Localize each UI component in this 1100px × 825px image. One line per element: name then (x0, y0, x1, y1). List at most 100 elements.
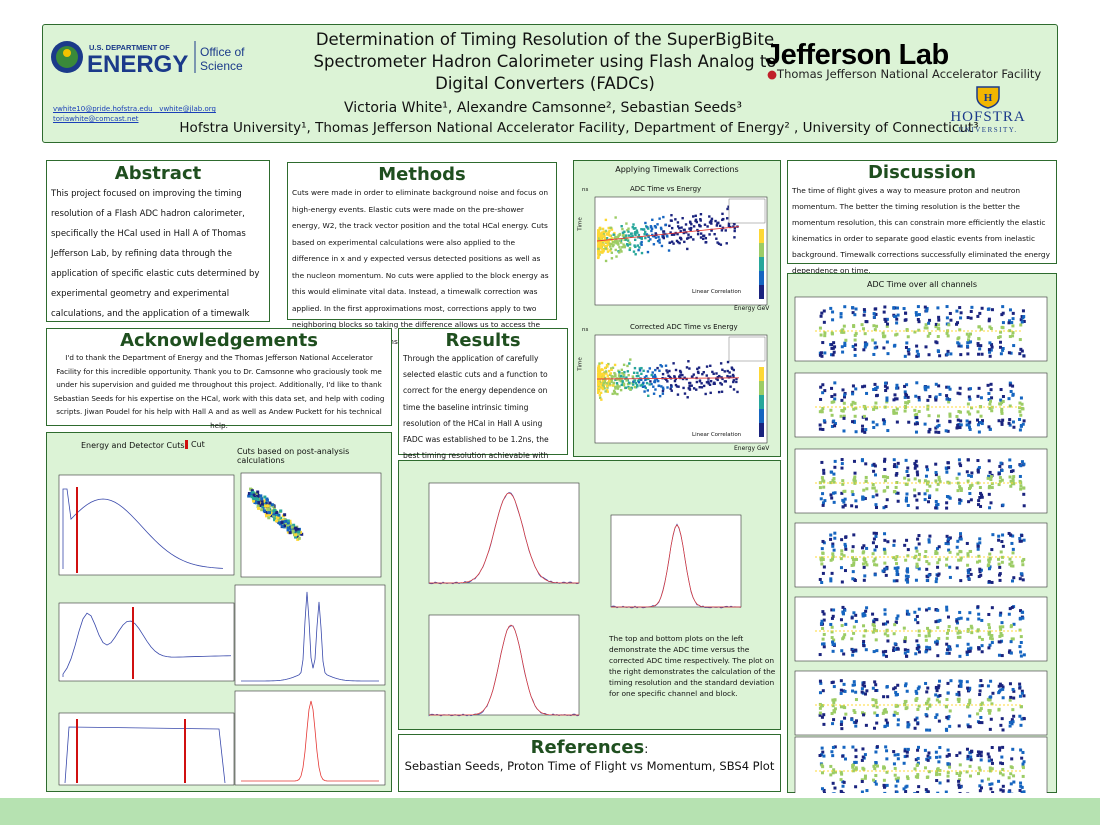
channel-cell (958, 410, 962, 414)
channel-cell (948, 412, 952, 416)
channel-cell (976, 629, 980, 633)
heat-cell (642, 228, 646, 231)
channel-cell (1018, 536, 1022, 540)
channel-cell (905, 775, 909, 779)
poster-affiliations: Hofstra University¹, Thomas Jefferson Na… (179, 120, 979, 136)
heat-cell (615, 255, 618, 258)
channel-cell (830, 712, 834, 716)
channel-cell (968, 611, 972, 615)
channel-cell (851, 577, 855, 581)
email-links[interactable]: vwhite10@pride.hofstra.edu vwhite@jlab.o… (53, 104, 216, 124)
channel-cell (935, 488, 939, 492)
heat-cell (597, 383, 600, 387)
channel-cell (1012, 714, 1016, 718)
channel-cell (850, 616, 854, 620)
channel-cell (830, 331, 834, 335)
heat-cell (652, 243, 656, 246)
heat-cell (661, 234, 664, 238)
heat-cell (683, 376, 686, 379)
channel-cell (829, 306, 833, 310)
channel-cell (823, 389, 827, 393)
channel-cell (1019, 347, 1023, 351)
channel-cell (903, 640, 907, 644)
channel-cell (978, 752, 982, 756)
channel-cell (989, 787, 993, 791)
heat-cell (618, 245, 621, 249)
channel-cell (999, 611, 1003, 615)
channel-cell (966, 344, 970, 348)
channel-cell (924, 550, 928, 554)
heat-cell (614, 392, 617, 395)
channel-cell (862, 488, 866, 492)
channel-cell (937, 719, 941, 723)
channel-cell (946, 349, 950, 353)
heat-cell (700, 382, 703, 385)
channel-cell (968, 397, 972, 401)
channel-cell (990, 343, 994, 347)
heat-cell (606, 386, 609, 389)
channel-cell (896, 683, 900, 687)
heat-cell (662, 215, 665, 219)
heat-cell (650, 227, 654, 231)
heat-cell (602, 243, 605, 246)
channel-cell (883, 317, 887, 321)
channel-cell (967, 473, 971, 477)
channel-cell (925, 648, 929, 652)
heat-cell (705, 381, 709, 384)
channel-cell (1011, 720, 1015, 724)
heat-cell (637, 248, 640, 252)
heat-cell (643, 385, 646, 388)
channel-cell (980, 422, 984, 426)
channel-cell (980, 779, 984, 783)
channel-cell (976, 542, 980, 546)
channel-cell (955, 644, 959, 648)
channel-cell (969, 474, 973, 478)
channel-cell (833, 459, 837, 463)
email-2[interactable]: vwhite@jlab.org (159, 105, 216, 113)
heat-cell (597, 370, 601, 373)
channel-cell (1018, 577, 1022, 581)
channel-cell (833, 422, 837, 426)
channel-cell (871, 612, 875, 616)
channel-cell (1000, 468, 1004, 472)
colorbar-cell (759, 381, 764, 395)
channel-cell (860, 690, 864, 694)
channel-cell (936, 502, 940, 506)
channel-cell (865, 391, 869, 395)
channel-cell (1008, 423, 1012, 427)
channel-cell (1010, 757, 1014, 761)
channel-cell (871, 486, 875, 490)
channel-cell (927, 751, 931, 755)
heat-cell (634, 386, 638, 389)
channel-cell (997, 684, 1001, 688)
channel-cell (854, 766, 858, 770)
channel-cell (987, 474, 991, 478)
tof-cell (297, 536, 301, 540)
email-3[interactable]: toriawhite@comcast.net (53, 115, 139, 123)
channel-cell (936, 482, 940, 486)
channel-cell (966, 754, 970, 758)
channel-cell (934, 580, 938, 584)
channel-cell (989, 327, 993, 331)
heat-cell (613, 237, 616, 240)
channel-cell (850, 637, 854, 641)
channel-cell (938, 694, 942, 698)
channel-cell (925, 482, 929, 486)
heat-cell (597, 230, 600, 234)
email-1[interactable]: vwhite10@pride.hofstra.edu (53, 105, 153, 113)
acknowledgements-text: I'd to thank the Department of Energy an… (53, 353, 385, 430)
channel-cell (978, 784, 982, 788)
channel-cell (822, 419, 826, 423)
tof-cell (249, 491, 253, 495)
heat-cell (716, 375, 719, 379)
heat-cell (608, 379, 611, 383)
channel-cell (936, 619, 940, 623)
heat-cell (610, 237, 614, 240)
channel-cell (896, 614, 900, 618)
channel-cell (1009, 640, 1013, 644)
channel-cell (1011, 317, 1015, 321)
tof-cell (281, 524, 285, 528)
heat-cell (653, 235, 656, 238)
channel-cell (936, 419, 940, 423)
channel-cell (917, 410, 921, 414)
